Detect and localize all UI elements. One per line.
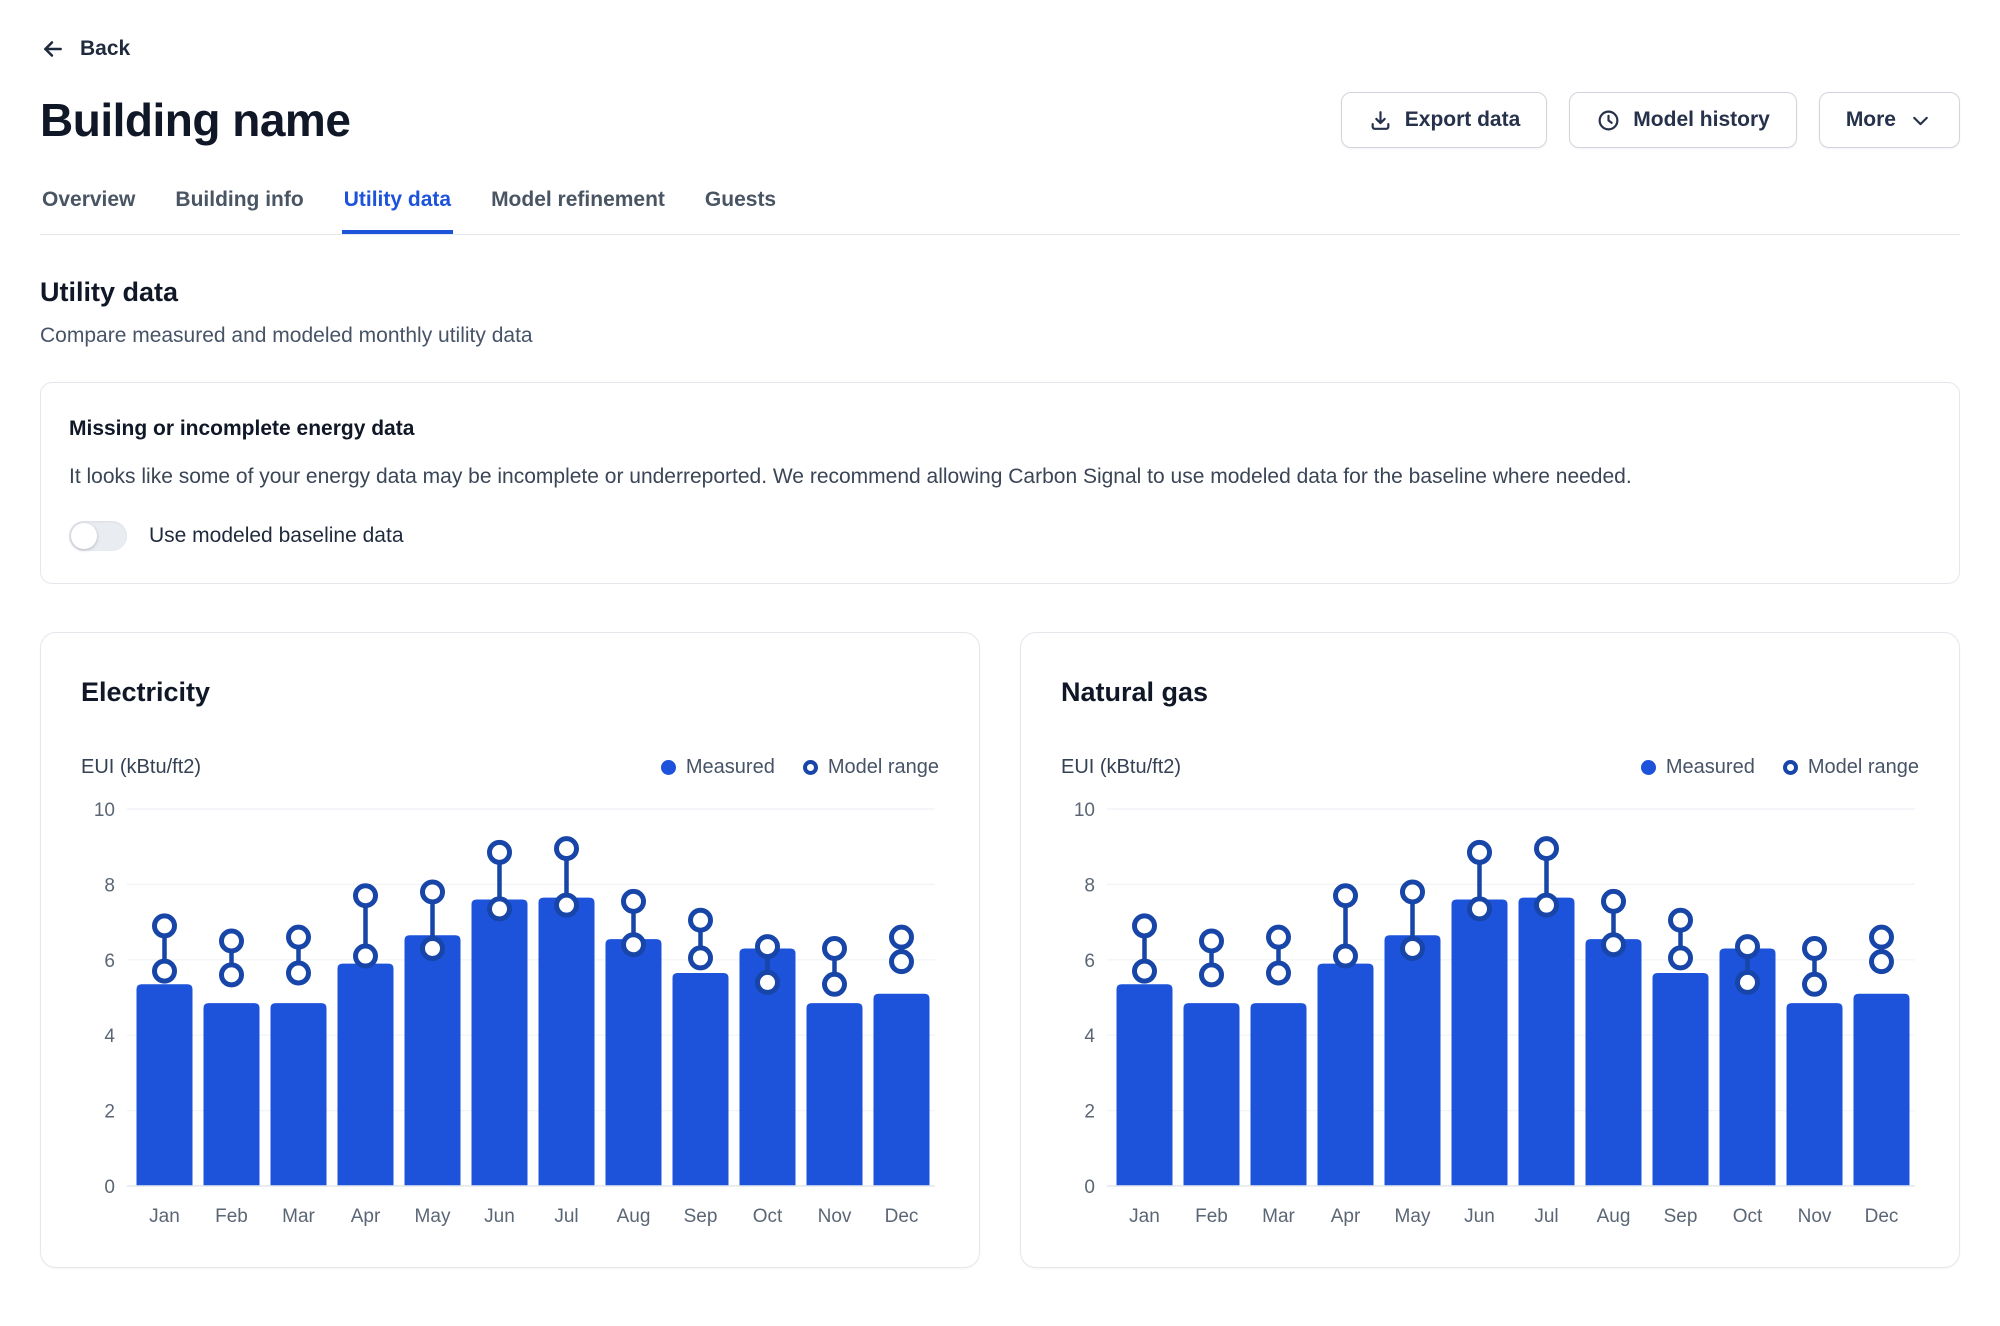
missing-data-alert: Missing or incomplete energy data It loo…	[40, 382, 1960, 584]
legend-item-measured: Measured	[1641, 756, 1755, 779]
back-link[interactable]: Back	[40, 36, 1960, 62]
tab-building-info[interactable]: Building info	[173, 182, 305, 234]
toggle-knob	[71, 523, 97, 549]
tab-model-refinement[interactable]: Model refinement	[489, 182, 667, 234]
chart-title-natural-gas: Natural gas	[1061, 677, 1919, 708]
svg-text:6: 6	[104, 951, 115, 972]
charts-row: Electricity EUI (kBtu/ft2) Measured Mode…	[40, 632, 1960, 1268]
alert-title: Missing or incomplete energy data	[69, 417, 1931, 441]
svg-text:8: 8	[104, 876, 115, 897]
toggle-label: Use modeled baseline data	[149, 524, 404, 548]
export-data-button[interactable]: Export data	[1341, 92, 1548, 148]
legend-item-model-range: Model range	[803, 756, 939, 779]
svg-text:2: 2	[1084, 1102, 1095, 1123]
svg-text:Nov: Nov	[818, 1206, 852, 1227]
svg-text:Nov: Nov	[1798, 1206, 1832, 1227]
svg-text:Jul: Jul	[1534, 1206, 1558, 1227]
svg-text:Dec: Dec	[1865, 1206, 1899, 1227]
svg-text:Feb: Feb	[215, 1206, 248, 1227]
svg-text:2: 2	[104, 1102, 115, 1123]
svg-text:Mar: Mar	[1262, 1206, 1295, 1227]
legend-model-range-label: Model range	[828, 756, 939, 779]
tab-bar: Overview Building info Utility data Mode…	[40, 182, 1960, 235]
model-range-dot-icon	[1783, 760, 1798, 775]
page-title: Building name	[40, 93, 350, 147]
legend-model-range-label: Model range	[1808, 756, 1919, 779]
natural-gas-bar-chart: 0 2 4 6 8 10 Jan Feb Mar Apr May Jun Jul Aug Sep Oct Nov…	[1061, 797, 1921, 1231]
svg-text:4: 4	[104, 1027, 115, 1048]
y-axis-unit-label: EUI (kBtu/ft2)	[1061, 756, 1181, 779]
more-button[interactable]: More	[1819, 92, 1960, 148]
toggle-row: Use modeled baseline data	[69, 521, 1931, 551]
section-title: Utility data	[40, 277, 1960, 308]
svg-text:Dec: Dec	[885, 1206, 919, 1227]
chart-legend: Measured Model range	[1641, 756, 1919, 779]
svg-text:May: May	[415, 1206, 451, 1227]
chart-legend: Measured Model range	[661, 756, 939, 779]
page: Back Building name Export data Model his…	[0, 0, 2000, 1326]
use-modeled-baseline-toggle[interactable]	[69, 521, 127, 551]
back-arrow-icon	[40, 36, 66, 62]
svg-text:10: 10	[1074, 800, 1095, 821]
export-data-label: Export data	[1405, 108, 1521, 132]
legend-measured-label: Measured	[686, 756, 775, 779]
model-history-label: Model history	[1633, 108, 1770, 132]
tab-utility-data[interactable]: Utility data	[342, 182, 453, 234]
measured-dot-icon	[661, 760, 676, 775]
section-subtitle: Compare measured and modeled monthly uti…	[40, 324, 1960, 348]
svg-text:4: 4	[1084, 1027, 1095, 1048]
legend-row: EUI (kBtu/ft2) Measured Model range	[1061, 756, 1919, 779]
clock-icon	[1596, 108, 1621, 133]
svg-text:Apr: Apr	[351, 1206, 381, 1227]
svg-text:Jun: Jun	[1464, 1206, 1495, 1227]
y-axis-unit-label: EUI (kBtu/ft2)	[81, 756, 201, 779]
svg-text:Jan: Jan	[1129, 1206, 1160, 1227]
legend-item-model-range: Model range	[1783, 756, 1919, 779]
svg-text:Oct: Oct	[753, 1206, 783, 1227]
svg-text:6: 6	[1084, 951, 1095, 972]
svg-text:0: 0	[104, 1177, 115, 1198]
svg-text:Oct: Oct	[1733, 1206, 1763, 1227]
svg-text:0: 0	[1084, 1177, 1095, 1198]
svg-text:Aug: Aug	[617, 1206, 651, 1227]
chevron-down-icon	[1908, 108, 1933, 133]
legend-measured-label: Measured	[1666, 756, 1755, 779]
svg-text:Sep: Sep	[684, 1206, 718, 1227]
svg-text:8: 8	[1084, 876, 1095, 897]
svg-text:Feb: Feb	[1195, 1206, 1228, 1227]
chart-card-natural-gas: Natural gas EUI (kBtu/ft2) Measured Mode…	[1020, 632, 1960, 1268]
download-icon	[1368, 108, 1393, 133]
svg-text:Jun: Jun	[484, 1206, 515, 1227]
title-row: Building name Export data Model history …	[40, 92, 1960, 148]
chart-card-electricity: Electricity EUI (kBtu/ft2) Measured Mode…	[40, 632, 980, 1268]
main-content: Utility data Compare measured and modele…	[0, 235, 2000, 1268]
header-actions: Export data Model history More	[1341, 92, 1960, 148]
svg-text:10: 10	[94, 800, 115, 821]
back-label: Back	[80, 37, 130, 61]
model-range-dot-icon	[803, 760, 818, 775]
legend-row: EUI (kBtu/ft2) Measured Model range	[81, 756, 939, 779]
svg-text:Apr: Apr	[1331, 1206, 1361, 1227]
model-history-button[interactable]: Model history	[1569, 92, 1797, 148]
chart-title-electricity: Electricity	[81, 677, 939, 708]
svg-text:May: May	[1395, 1206, 1431, 1227]
svg-text:Sep: Sep	[1664, 1206, 1698, 1227]
svg-text:Jul: Jul	[554, 1206, 578, 1227]
alert-body: It looks like some of your energy data m…	[69, 463, 1931, 491]
tab-guests[interactable]: Guests	[703, 182, 778, 234]
legend-item-measured: Measured	[661, 756, 775, 779]
tab-overview[interactable]: Overview	[40, 182, 137, 234]
electricity-bar-chart: 0 2 4 6 8 10 Jan Feb Mar Apr May Jun Jul Aug Sep Oct Nov…	[81, 797, 941, 1231]
svg-text:Mar: Mar	[282, 1206, 315, 1227]
measured-dot-icon	[1641, 760, 1656, 775]
more-label: More	[1846, 108, 1896, 132]
svg-text:Jan: Jan	[149, 1206, 180, 1227]
page-header: Back Building name Export data Model his…	[0, 0, 2000, 235]
svg-text:Aug: Aug	[1597, 1206, 1631, 1227]
